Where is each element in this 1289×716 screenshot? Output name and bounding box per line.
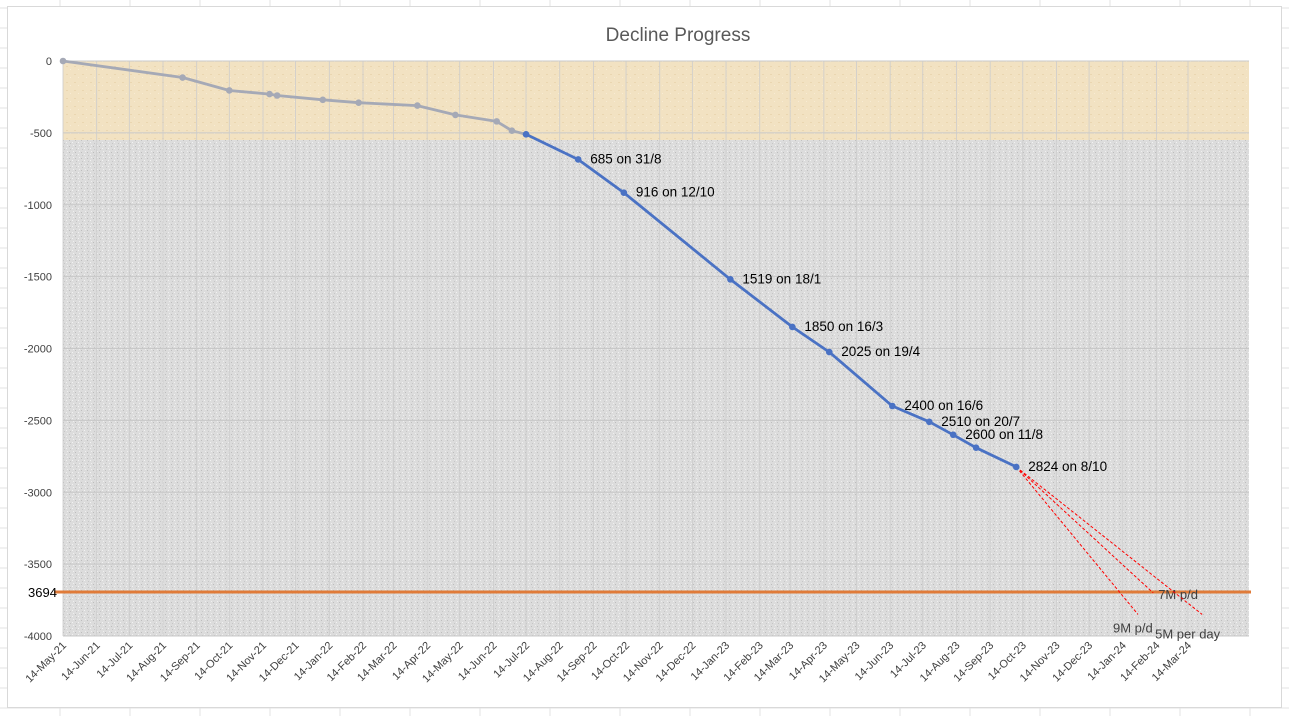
data-point[interactable] <box>949 431 957 439</box>
chart-area[interactable]: Decline Progress 0 -500 -1000 -1500 -2000 -25… <box>7 6 1282 708</box>
data-point[interactable] <box>574 156 582 163</box>
data-label: 685 on 31/8 <box>590 151 661 166</box>
data-point[interactable] <box>179 74 186 81</box>
data-label: 2600 on 11/8 <box>965 427 1043 442</box>
data-point[interactable] <box>414 102 421 109</box>
data-point[interactable] <box>789 323 796 331</box>
projection-label: 5M per day <box>1155 626 1221 641</box>
data-point[interactable] <box>826 348 833 356</box>
data-point[interactable] <box>522 131 530 138</box>
data-point[interactable] <box>319 96 327 104</box>
projection-line <box>1015 466 1154 594</box>
y-tick-label: -3500 <box>24 559 52 571</box>
data-point[interactable] <box>620 189 628 196</box>
projection-line <box>1015 466 1203 615</box>
data-point[interactable] <box>926 418 933 426</box>
data-point[interactable] <box>266 90 273 98</box>
data-point[interactable] <box>355 99 362 106</box>
line-chart: Decline Progress 0 -500 -1000 -1500 -2000 -25… <box>23 25 1251 685</box>
y-tick-label: 0 <box>46 56 52 68</box>
data-point[interactable] <box>1012 463 1020 471</box>
data-label: 2510 on 20/7 <box>941 414 1020 429</box>
data-point[interactable] <box>493 118 500 125</box>
data-point[interactable] <box>972 444 980 451</box>
y-tick-label: -2500 <box>24 415 52 427</box>
data-point[interactable] <box>727 276 734 283</box>
early-phase-band <box>63 61 1249 141</box>
projection-label: 7M p/d <box>1158 587 1198 602</box>
y-tick-label: -2000 <box>24 344 52 356</box>
data-point[interactable] <box>226 87 233 94</box>
data-point[interactable] <box>273 92 281 99</box>
data-label: 2025 on 19/4 <box>841 344 920 359</box>
data-label: 2824 on 8/10 <box>1028 459 1107 474</box>
target-label: 3694 <box>28 585 57 600</box>
data-point[interactable] <box>59 57 67 65</box>
chart-title: Decline Progress <box>606 25 751 46</box>
data-point[interactable] <box>889 402 896 410</box>
data-point[interactable] <box>452 111 459 119</box>
data-label: 1850 on 16/3 <box>804 319 883 334</box>
y-tick-label: -1500 <box>24 272 52 284</box>
data-point[interactable] <box>508 127 516 135</box>
data-label: 916 on 12/10 <box>636 185 715 200</box>
y-tick-label: -1000 <box>24 200 52 212</box>
y-tick-label: -4000 <box>24 631 52 643</box>
projection-label: 9M p/d <box>1113 620 1153 635</box>
data-label: 1519 on 18/1 <box>742 271 821 286</box>
y-tick-label: -3000 <box>24 487 52 499</box>
y-tick-label: -500 <box>30 128 52 140</box>
projection-line <box>1015 466 1139 615</box>
late-phase-band <box>63 140 1249 636</box>
data-label: 2400 on 16/6 <box>904 398 983 413</box>
